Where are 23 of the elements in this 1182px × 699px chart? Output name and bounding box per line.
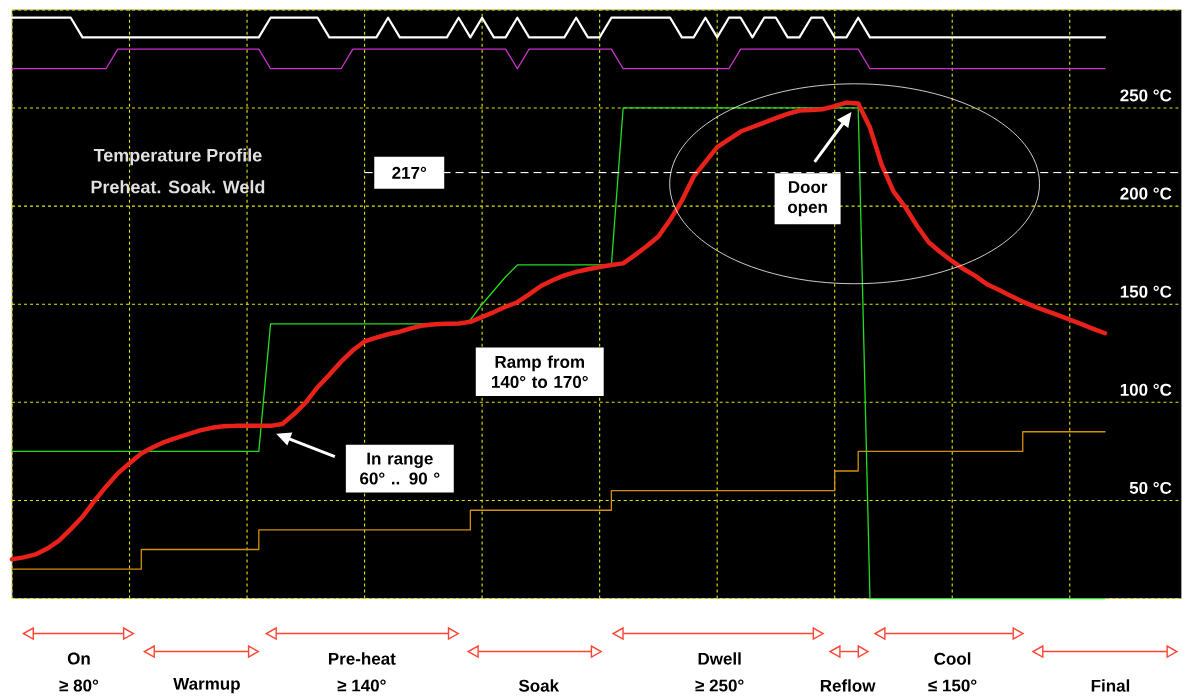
text: Reflow: [820, 679, 876, 692]
text: Final: [1091, 679, 1130, 692]
y-tick-label: 50 °C: [1129, 482, 1172, 495]
text: Temperature Profile: [93, 148, 262, 166]
text: Dwell: [698, 652, 741, 666]
y-tick-label: 250 °C: [1120, 89, 1172, 102]
annotation: Door open: [787, 181, 828, 217]
text: Pre-heat: [328, 652, 396, 666]
text: Preheat. Soak. Weld: [91, 180, 265, 194]
ref-line-label: 217°: [392, 167, 427, 179]
text: Warmup: [173, 678, 240, 694]
text: On: [67, 652, 90, 665]
text: ≤ 150°: [928, 679, 977, 692]
text: Soak: [518, 679, 560, 692]
text: Cool: [934, 652, 971, 666]
text: ≥ 80°: [59, 679, 99, 692]
annotation: Ramp from 140° to 170°: [491, 355, 588, 389]
annotation: In range 60° .. 90 °: [360, 452, 440, 485]
text: ≥ 140°: [337, 679, 386, 692]
text: ≥ 250°: [695, 679, 744, 692]
y-tick-label: 200 °C: [1120, 187, 1172, 200]
y-tick-label: 150 °C: [1120, 285, 1172, 298]
y-tick-label: 100 °C: [1120, 384, 1172, 397]
